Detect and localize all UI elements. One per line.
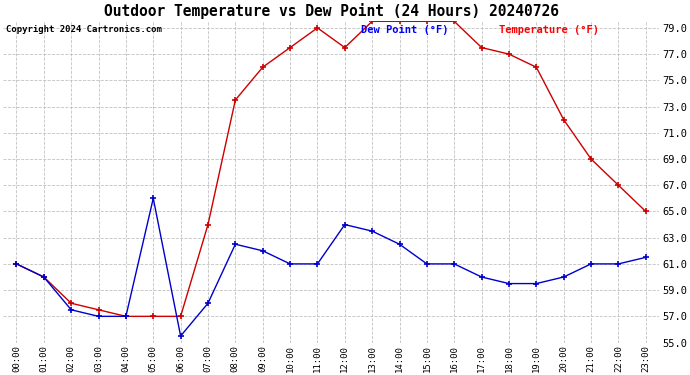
Text: Copyright 2024 Cartronics.com: Copyright 2024 Cartronics.com bbox=[6, 24, 162, 33]
Text: Dew Point (°F): Dew Point (°F) bbox=[361, 24, 448, 34]
Title: Outdoor Temperature vs Dew Point (24 Hours) 20240726: Outdoor Temperature vs Dew Point (24 Hou… bbox=[104, 3, 559, 19]
Text: Temperature (°F): Temperature (°F) bbox=[499, 24, 598, 34]
